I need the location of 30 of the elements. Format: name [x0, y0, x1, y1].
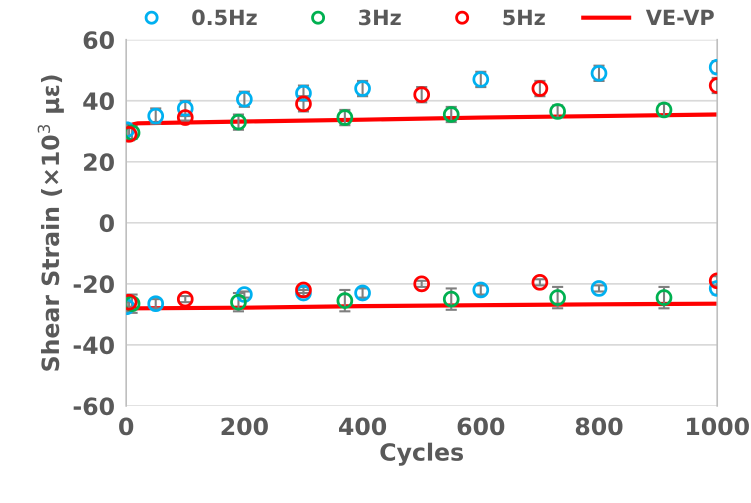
point	[549, 289, 566, 306]
y-tick-label: 20	[84, 153, 114, 172]
y-tick-label: -40	[74, 336, 114, 354]
legend-label: 3Hz	[359, 10, 401, 26]
point	[147, 295, 164, 312]
point	[532, 274, 548, 291]
legend-label: 5Hz	[503, 10, 545, 26]
point	[442, 290, 460, 308]
point	[336, 292, 354, 309]
y-tick-label: -20	[74, 275, 114, 294]
point	[590, 280, 608, 297]
x-tick-label: 600	[458, 417, 504, 436]
y-tick-label: 60	[84, 31, 114, 50]
x-tick-label: 800	[576, 417, 623, 436]
x-axis-title: Cycles	[380, 442, 464, 466]
point	[176, 109, 194, 126]
x-tick-label: 400	[339, 417, 386, 436]
legend-label: VE-VP	[646, 10, 714, 25]
y-tick-label: 0	[100, 214, 114, 232]
x-tick-label: 0	[119, 417, 134, 436]
x-tick-label: 1000	[687, 417, 749, 436]
point	[413, 276, 430, 292]
y-axis-title: Shear Strain (×10$^{3}$ με)	[38, 75, 64, 371]
point	[656, 289, 672, 306]
legend-label: 0.5Hz	[192, 10, 257, 26]
y-tick-label: -60	[74, 397, 114, 416]
x-tick-label: 200	[222, 417, 268, 436]
point	[176, 290, 194, 308]
point	[295, 282, 312, 298]
y-tick-label: 40	[83, 92, 114, 110]
